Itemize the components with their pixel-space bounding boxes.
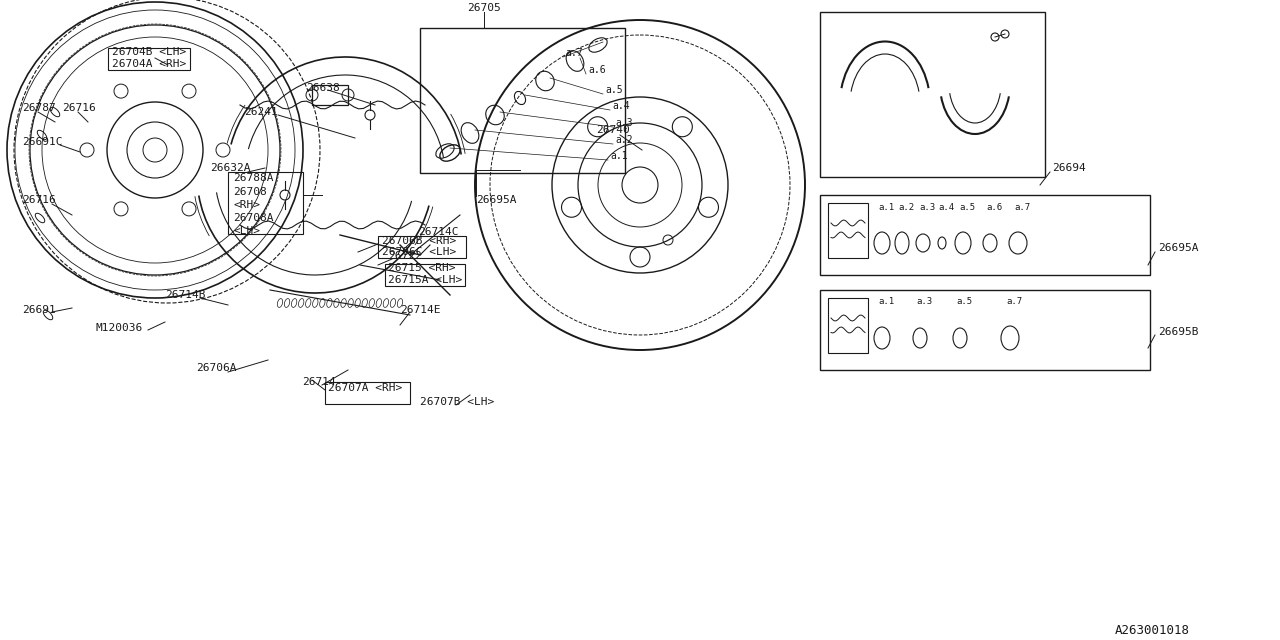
Text: 26241: 26241 [244,107,278,117]
Text: 26714E: 26714E [399,305,440,315]
Bar [828,298,868,353]
Text: 26716: 26716 [22,195,56,205]
Bar [312,85,348,105]
Text: <LH>: <LH> [233,226,260,236]
Text: 26695A: 26695A [476,195,517,205]
Text: 26638: 26638 [306,83,339,93]
Text: a.3: a.3 [916,298,932,307]
Text: 26714: 26714 [302,377,335,387]
Text: a.7: a.7 [564,48,582,58]
Text: a.6: a.6 [588,65,605,75]
Text: 26706B <RH>: 26706B <RH> [381,236,456,246]
Text: a.1: a.1 [878,202,895,211]
Text: a.3: a.3 [919,202,936,211]
Text: 26691C: 26691C [22,137,63,147]
Text: 26694: 26694 [1052,163,1085,173]
Text: 26716: 26716 [61,103,96,113]
Text: 26708: 26708 [233,187,266,197]
Bar [108,48,189,70]
Text: a.2: a.2 [614,135,632,145]
Text: 26715A <LH>: 26715A <LH> [388,275,462,285]
Text: <RH>: <RH> [233,200,260,210]
Text: 26714C: 26714C [419,227,458,237]
Text: 26707B <LH>: 26707B <LH> [420,397,494,407]
Text: 26705: 26705 [467,3,500,13]
Text: 26715 <RH>: 26715 <RH> [388,263,456,273]
Text: 26704B <LH>: 26704B <LH> [113,47,187,57]
Text: 26706C <LH>: 26706C <LH> [381,247,456,257]
Text: 26704A <RH>: 26704A <RH> [113,59,187,69]
Text: a.5: a.5 [959,202,975,211]
Bar [325,382,410,404]
Text: 26695B: 26695B [1158,327,1198,337]
Text: a.3: a.3 [614,118,632,128]
Bar [228,172,303,234]
Text: M120036: M120036 [96,323,143,333]
Text: 26707A <RH>: 26707A <RH> [328,383,402,393]
Text: a.6: a.6 [986,202,1002,211]
Text: 26740: 26740 [596,125,630,135]
Bar [385,264,465,286]
Bar [820,195,1149,275]
Text: 26632A: 26632A [210,163,251,173]
Text: a.7: a.7 [1014,202,1030,211]
Text: 26706A: 26706A [196,363,237,373]
Bar [820,290,1149,370]
Text: a.1: a.1 [878,298,895,307]
Bar [828,203,868,258]
Text: 26714B: 26714B [165,290,206,300]
Text: 26695A: 26695A [1158,243,1198,253]
Bar [820,12,1044,177]
Text: 26787: 26787 [22,103,56,113]
Text: 26722: 26722 [388,251,421,261]
Text: a.1: a.1 [611,151,627,161]
Bar [420,28,625,173]
Text: A263001018: A263001018 [1115,623,1190,637]
Bar [378,236,466,258]
Text: a.5: a.5 [956,298,972,307]
Text: a.2: a.2 [899,202,914,211]
Text: a.5: a.5 [605,85,622,95]
Text: 26691: 26691 [22,305,56,315]
Text: a.4: a.4 [612,101,630,111]
Text: a.7: a.7 [1006,298,1023,307]
Text: a.4: a.4 [938,202,954,211]
Text: 26788A: 26788A [233,173,274,183]
Text: 26708A: 26708A [233,213,274,223]
